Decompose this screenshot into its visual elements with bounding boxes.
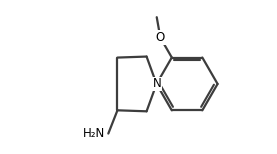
Text: N: N	[153, 77, 161, 90]
Text: H₂N: H₂N	[83, 127, 105, 140]
Text: O: O	[156, 31, 165, 44]
